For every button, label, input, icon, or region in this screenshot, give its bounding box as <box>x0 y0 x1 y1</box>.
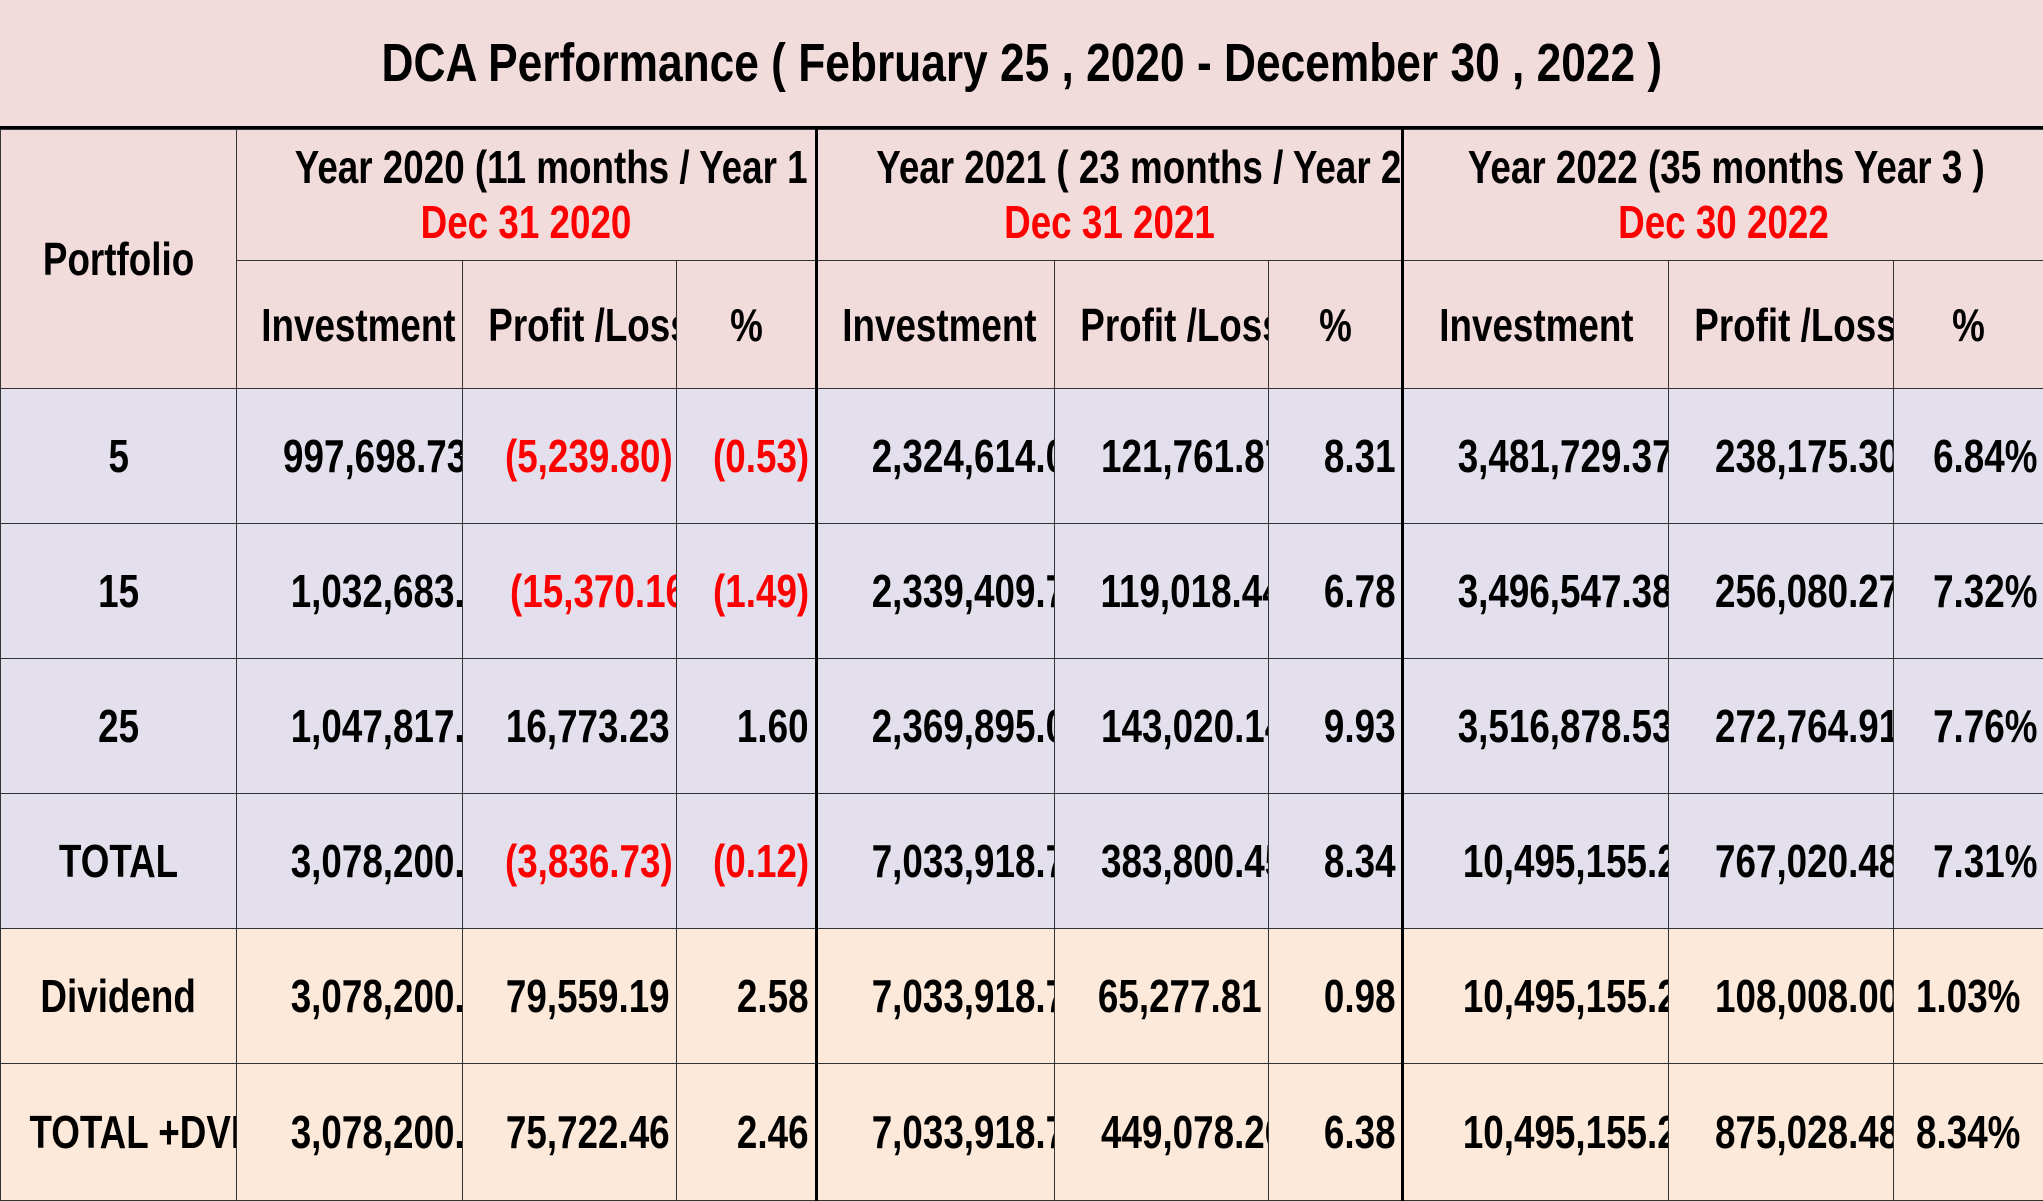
investment-cell: 997,698.73 <box>237 389 463 524</box>
col-header-percent: % <box>677 261 817 389</box>
investment-cell: 2,339,409.72 <box>817 524 1055 659</box>
profit-loss-cell: (5,239.80) <box>463 389 677 524</box>
percent-cell: 9.93 <box>1269 659 1403 794</box>
profit-loss-cell: 75,722.46 <box>463 1064 677 1201</box>
investment-cell: 7,033,918.75 <box>817 794 1055 929</box>
investment-cell: 2,324,614.03 <box>817 389 1055 524</box>
col-header-investment: Investment <box>817 261 1055 389</box>
percent-cell: 8.34 <box>1269 794 1403 929</box>
investment-cell: 3,481,729.37 <box>1403 389 1669 524</box>
profit-loss-cell: 256,080.27 <box>1669 524 1894 659</box>
profit-loss-cell: 108,008.00 <box>1669 929 1894 1064</box>
table-row: 251,047,817.8816,773.231.602,369,895.001… <box>1 659 2043 794</box>
percent-cell: 7.31% <box>1894 794 2043 929</box>
percent-cell: 1.03% <box>1894 929 2043 1064</box>
profit-loss-cell: 119,018.44 <box>1055 524 1269 659</box>
investment-cell: 2,369,895.00 <box>817 659 1055 794</box>
portfolio-cell: 25 <box>1 659 237 794</box>
year-2021-header: Year 2021 ( 23 months / Year 2 ) Dec 31 … <box>817 130 1403 261</box>
year-2020-label: Year 2020 (11 months / Year 1 ) <box>295 140 757 195</box>
table-row: TOTAL +DVD3,078,200.0175,722.462.467,033… <box>1 1064 2043 1201</box>
table-row: TOTAL3,078,200.01(3,836.73)(0.12)7,033,9… <box>1 794 2043 929</box>
table-row: Dividend3,078,200.0179,559.192.587,033,9… <box>1 929 2043 1064</box>
investment-cell: 3,496,547.38 <box>1403 524 1669 659</box>
profit-loss-cell: 875,028.48 <box>1669 1064 1894 1201</box>
investment-cell: 10,495,155.27 <box>1403 794 1669 929</box>
portfolio-cell: TOTAL <box>1 794 237 929</box>
profit-loss-cell: 272,764.91 <box>1669 659 1894 794</box>
header-row-columns: Investment Profit /Loss % Investment Pro… <box>1 261 2043 389</box>
profit-loss-cell: 383,800.45 <box>1055 794 1269 929</box>
profit-loss-cell: (3,836.73) <box>463 794 677 929</box>
header-row-years: Portfolio Year 2020 (11 months / Year 1 … <box>1 130 2043 261</box>
col-header-profit-loss: Profit /Loss <box>1055 261 1269 389</box>
profit-loss-cell: 79,559.19 <box>463 929 677 1064</box>
percent-cell: 2.46 <box>677 1064 817 1201</box>
col-header-profit-loss: Profit /Loss <box>1669 261 1894 389</box>
percent-cell: (0.12) <box>677 794 817 929</box>
portfolio-header: Portfolio <box>1 130 237 389</box>
title-bar: DCA Performance ( February 25 , 2020 - D… <box>0 0 2043 129</box>
sheet-title: DCA Performance ( February 25 , 2020 - D… <box>381 32 1662 94</box>
percent-cell: 0.98 <box>1269 929 1403 1064</box>
year-2022-date: Dec 30 2022 <box>1468 195 1979 250</box>
table-body: 5997,698.73(5,239.80)(0.53)2,324,614.031… <box>1 389 2043 1201</box>
percent-cell: (1.49) <box>677 524 817 659</box>
percent-cell: 8.31 <box>1269 389 1403 524</box>
profit-loss-cell: 121,761.87 <box>1055 389 1269 524</box>
percent-cell: 6.78 <box>1269 524 1403 659</box>
profit-loss-cell: 65,277.81 <box>1055 929 1269 1064</box>
percent-cell: (0.53) <box>677 389 817 524</box>
percent-cell: 1.60 <box>677 659 817 794</box>
profit-loss-cell: 767,020.48 <box>1669 794 1894 929</box>
investment-cell: 7,033,918.75 <box>817 1064 1055 1201</box>
percent-cell: 8.34% <box>1894 1064 2043 1201</box>
profit-loss-cell: 143,020.14 <box>1055 659 1269 794</box>
profit-loss-cell: 16,773.23 <box>463 659 677 794</box>
investment-cell: 7,033,918.75 <box>817 929 1055 1064</box>
col-header-investment: Investment <box>1403 261 1669 389</box>
investment-cell: 1,047,817.88 <box>237 659 463 794</box>
investment-cell: 3,516,878.53 <box>1403 659 1669 794</box>
investment-cell: 3,078,200.01 <box>237 1064 463 1201</box>
investment-cell: 1,032,683.40 <box>237 524 463 659</box>
portfolio-cell: 15 <box>1 524 237 659</box>
portfolio-cell: Dividend <box>1 929 237 1064</box>
year-2022-label: Year 2022 (35 months Year 3 ) <box>1468 140 1979 195</box>
percent-cell: 7.32% <box>1894 524 2043 659</box>
year-2020-date: Dec 31 2020 <box>295 195 757 250</box>
year-2021-date: Dec 31 2021 <box>876 195 1342 250</box>
percent-cell: 7.76% <box>1894 659 2043 794</box>
profit-loss-cell: 238,175.30 <box>1669 389 1894 524</box>
profit-loss-cell: (15,370.16) <box>463 524 677 659</box>
percent-cell: 6.84% <box>1894 389 2043 524</box>
year-2022-header: Year 2022 (35 months Year 3 ) Dec 30 202… <box>1403 130 2043 261</box>
percent-cell: 6.38 <box>1269 1064 1403 1201</box>
investment-cell: 3,078,200.01 <box>237 794 463 929</box>
col-header-percent: % <box>1269 261 1403 389</box>
portfolio-cell: 5 <box>1 389 237 524</box>
col-header-percent: % <box>1894 261 2043 389</box>
year-2020-header: Year 2020 (11 months / Year 1 ) Dec 31 2… <box>237 130 817 261</box>
col-header-profit-loss: Profit /Loss <box>463 261 677 389</box>
portfolio-cell: TOTAL +DVD <box>1 1064 237 1201</box>
percent-cell: 2.58 <box>677 929 817 1064</box>
table-row: 151,032,683.40(15,370.16)(1.49)2,339,409… <box>1 524 2043 659</box>
col-header-investment: Investment <box>237 261 463 389</box>
investment-cell: 10,495,155.27 <box>1403 1064 1669 1201</box>
investment-cell: 10,495,155.27 <box>1403 929 1669 1064</box>
table-row: 5997,698.73(5,239.80)(0.53)2,324,614.031… <box>1 389 2043 524</box>
investment-cell: 3,078,200.01 <box>237 929 463 1064</box>
performance-table: Portfolio Year 2020 (11 months / Year 1 … <box>0 129 2043 1201</box>
profit-loss-cell: 449,078.26 <box>1055 1064 1269 1201</box>
year-2021-label: Year 2021 ( 23 months / Year 2 ) <box>876 140 1342 195</box>
